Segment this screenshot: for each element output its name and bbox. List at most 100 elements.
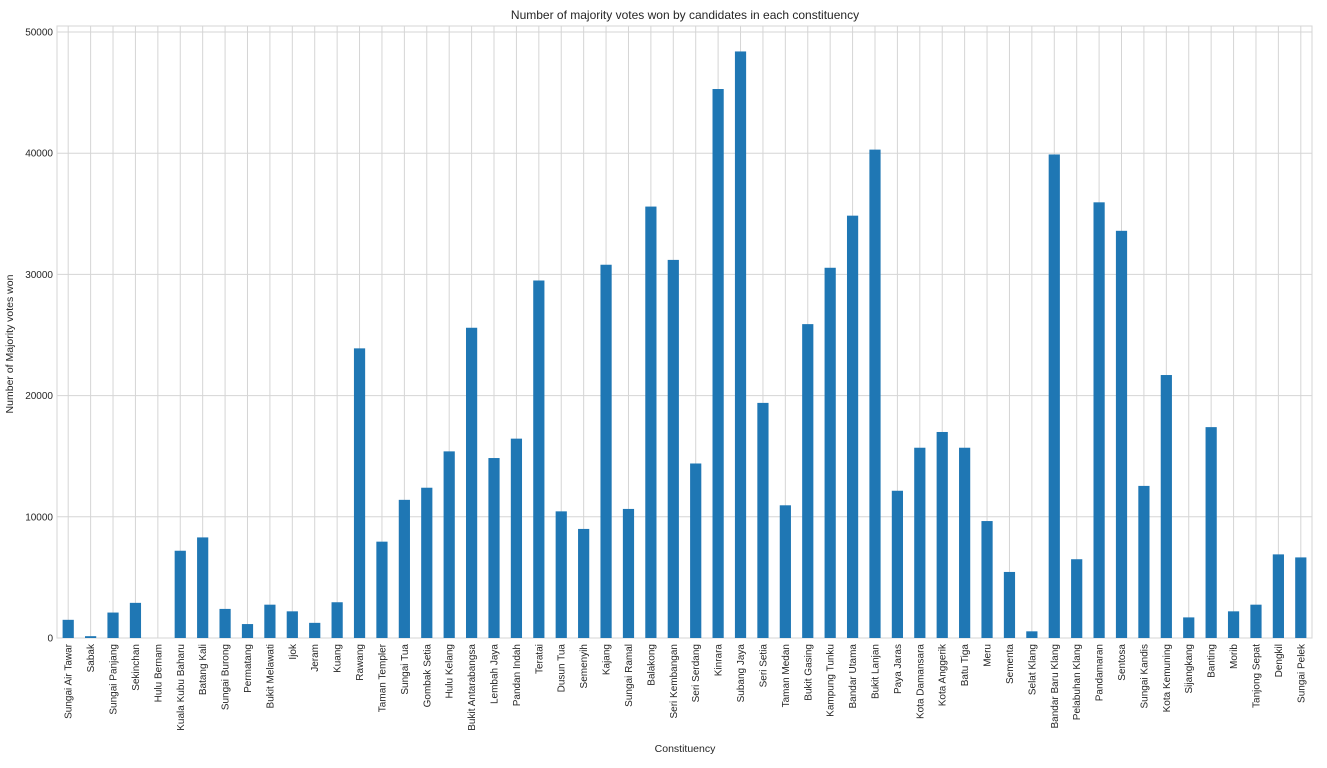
bar <box>690 463 702 638</box>
y-tick-label: 10000 <box>25 512 53 523</box>
x-tick-label: Taman Templer <box>377 643 388 712</box>
x-tick-label: Kampung Tunku <box>826 644 837 717</box>
x-tick-label: Bukit Lanjan <box>870 644 881 699</box>
x-tick-label: Batang Kali <box>198 644 209 695</box>
bar <box>824 267 836 638</box>
bar <box>1026 631 1038 638</box>
x-tick-label: Dengkil <box>1274 644 1285 677</box>
chart-title: Number of majority votes won by candidat… <box>511 8 859 22</box>
x-tick-label: Bukit Antarabangsa <box>467 644 478 731</box>
bar <box>734 51 747 638</box>
x-tick-label: Jeram <box>310 644 321 672</box>
x-tick-label: Sungai Air Tawar <box>64 643 75 719</box>
bar <box>1160 375 1172 638</box>
x-tick-label: Sungai Kandis <box>1139 644 1150 709</box>
x-tick-label: Pelabuhan Klang <box>1072 644 1083 720</box>
y-tick-label: 40000 <box>25 149 53 160</box>
bar <box>398 499 410 638</box>
x-tick-label: Kota Damansara <box>915 644 926 719</box>
x-tick-label: Rawang <box>355 644 366 681</box>
x-tick-label: Seri Serdang <box>691 644 702 702</box>
x-tick-label: Paya Jaras <box>893 644 904 694</box>
x-tick-label: Pandamaran <box>1095 644 1106 701</box>
bar <box>219 608 231 638</box>
bar <box>779 505 791 638</box>
bar <box>802 324 814 638</box>
x-tick-label: Balakong <box>646 644 657 686</box>
bar <box>1003 571 1016 638</box>
bar <box>85 636 97 638</box>
bars <box>62 51 1307 638</box>
bar <box>1272 554 1284 638</box>
bar <box>62 619 74 638</box>
x-tick-label: Kota Anggerik <box>938 643 949 706</box>
bar <box>1295 557 1307 638</box>
bar <box>1071 559 1083 638</box>
x-tick-label: Sentosa <box>1117 644 1128 681</box>
bar <box>107 612 119 638</box>
x-tick-label: Kuang <box>333 644 344 673</box>
bar <box>622 508 635 638</box>
x-tick-label: Kuala Kubu Baharu <box>176 644 187 731</box>
x-tick-label: Dusun Tua <box>557 644 568 693</box>
bar <box>465 327 478 638</box>
bar <box>376 541 388 638</box>
bar <box>869 149 881 638</box>
bar <box>1227 611 1240 638</box>
bar <box>443 451 455 638</box>
bar <box>578 528 590 638</box>
x-tick-label: Bukit Melawati <box>265 644 276 708</box>
axis-ticks: 0 10000 20000 30000 40000 50000 Sungai Air Taw… <box>25 28 1307 731</box>
y-axis-label: Number of Majority votes won <box>4 274 16 413</box>
bar <box>421 487 433 638</box>
x-tick-label: Sijangkang <box>1184 644 1195 693</box>
x-tick-label: Selat Klang <box>1027 644 1038 695</box>
bar <box>264 604 276 638</box>
plot-frame <box>56 25 1313 639</box>
x-tick-label: Hulu Kelang <box>445 644 456 698</box>
bar <box>241 624 254 638</box>
x-tick-label: Bandar Utama <box>848 644 859 709</box>
x-tick-label: Pandan Indah <box>512 644 523 706</box>
x-tick-label: Ijok <box>288 643 299 660</box>
x-tick-label: Bukit Gasing <box>803 644 814 701</box>
x-tick-label: Sungai Ramal <box>624 644 635 707</box>
x-tick-label: Taman Medan <box>781 644 792 707</box>
bar <box>353 348 366 638</box>
x-tick-label: Kota Kemuning <box>1162 644 1173 712</box>
x-tick-label: Tanjong Sepat <box>1251 644 1262 708</box>
bar <box>600 264 612 638</box>
bar <box>1138 485 1150 638</box>
y-tick-label: 30000 <box>25 270 53 281</box>
bar <box>1250 604 1262 638</box>
x-tick-label: Kinrara <box>714 644 725 677</box>
bar <box>667 259 679 638</box>
bar <box>891 490 904 638</box>
bar <box>510 438 523 638</box>
x-tick-label: Batu Tiga <box>960 644 971 687</box>
x-tick-label: Lembah Jaya <box>490 644 501 704</box>
x-tick-label: Subang Jaya <box>736 644 747 703</box>
bar <box>286 611 298 638</box>
x-tick-label: Meru <box>983 644 994 667</box>
bar <box>129 602 142 638</box>
x-tick-label: Banting <box>1207 644 1218 678</box>
bar <box>645 206 657 638</box>
x-tick-label: Semenyih <box>579 644 590 688</box>
bar <box>846 215 859 638</box>
bar <box>488 458 500 638</box>
x-tick-label: Teratai <box>534 644 545 674</box>
x-tick-label: Sungai Burong <box>221 644 232 710</box>
x-tick-label: Gombak Setia <box>422 644 433 708</box>
bar <box>1205 427 1217 638</box>
x-tick-label: Sabak <box>86 643 97 672</box>
bar <box>174 550 186 638</box>
bar <box>1093 202 1105 638</box>
bar <box>533 280 545 638</box>
x-tick-label: Hulu Bernam <box>153 644 164 702</box>
x-tick-label: Sekinchan <box>131 644 142 691</box>
bar <box>914 447 926 638</box>
x-tick-label: Sungai Tua <box>400 644 411 695</box>
x-tick-label: Kajang <box>602 644 613 675</box>
